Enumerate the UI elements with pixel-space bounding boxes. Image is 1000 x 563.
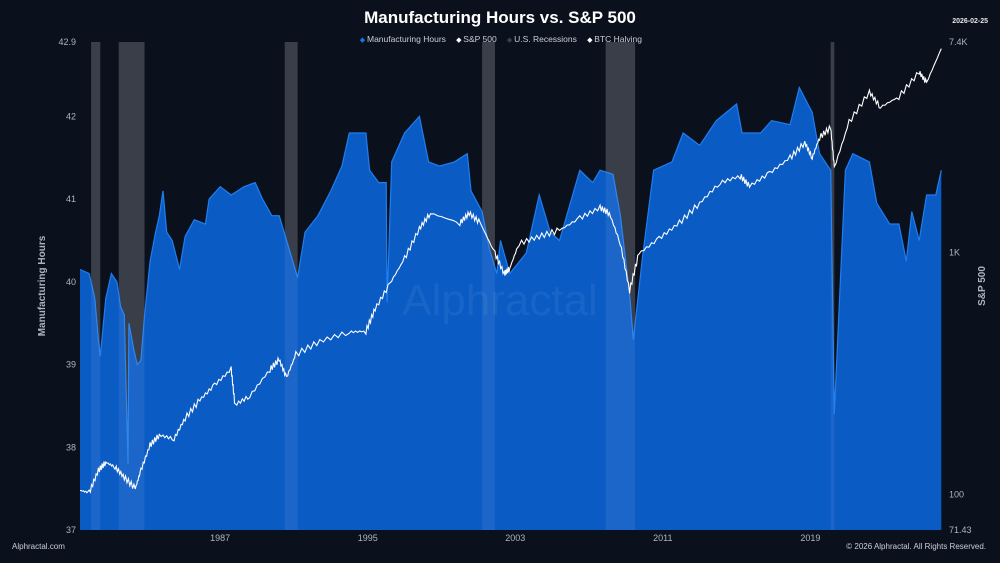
right-tick-label: 100	[949, 490, 964, 500]
x-tick-label: 2011	[653, 533, 672, 543]
legend: ◆ Manufacturing Hours ◆ S&P 500 ◆ U.S. Rece…	[0, 34, 1000, 44]
recession-overlay	[482, 42, 495, 530]
legend-item-sp500[interactable]: ◆ S&P 500	[454, 34, 497, 44]
footer-site[interactable]: Alphractal.com	[12, 542, 65, 551]
date-label: 2026-02-25	[952, 18, 988, 25]
right-tick-label: 7.4K	[949, 37, 968, 47]
left-tick-label: 42.9	[58, 37, 76, 47]
x-tick-label: 1987	[210, 533, 230, 543]
left-tick-label: 39	[66, 360, 76, 370]
x-tick-label: 1995	[358, 533, 378, 543]
right-tick-label: 71.43	[949, 525, 972, 535]
right-axis-label: S&P 500	[977, 266, 988, 306]
left-tick-label: 40	[66, 277, 76, 287]
legend-label: U.S. Recessions	[514, 34, 577, 44]
watermark: Alphractal	[402, 276, 598, 325]
legend-label: BTC Halving	[594, 34, 642, 44]
x-tick-label: 2003	[505, 533, 525, 543]
legend-marker-icon: ◆	[359, 37, 366, 44]
manufacturing-hours-line	[79, 85, 942, 464]
manufacturing-hours-area	[80, 87, 942, 530]
left-tick-label: 41	[66, 194, 76, 204]
footer-copyright: © 2026 Alphractal. All Rights Reserved.	[846, 542, 986, 551]
recession-overlay	[118, 42, 145, 530]
legend-marker-icon: ◆	[506, 37, 513, 44]
legend-label: Manufacturing Hours	[367, 34, 446, 44]
left-tick-label: 38	[66, 442, 76, 452]
legend-label: S&P 500	[463, 34, 497, 44]
recession-overlay	[830, 42, 835, 530]
legend-item-manufacturing-hours[interactable]: ◆ Manufacturing Hours	[358, 34, 446, 44]
legend-item-btc-halving[interactable]: ◆ BTC Halving	[585, 34, 642, 44]
left-tick-label: 37	[66, 525, 76, 535]
recession-overlay	[91, 42, 101, 530]
recession-band	[91, 42, 101, 530]
right-tick-label: 1K	[949, 247, 960, 257]
legend-item-recessions[interactable]: ◆ U.S. Recessions	[505, 34, 577, 44]
sp500-line	[79, 48, 942, 494]
recession-overlay	[284, 42, 298, 530]
left-axis-label: Manufacturing Hours	[37, 235, 48, 336]
x-tick-label: 2019	[800, 533, 820, 543]
left-tick-label: 42	[66, 111, 76, 121]
legend-marker-icon: ◆	[587, 37, 593, 44]
chart-title: Manufacturing Hours vs. S&P 500	[364, 8, 636, 27]
legend-marker-icon: ◆	[456, 37, 462, 44]
